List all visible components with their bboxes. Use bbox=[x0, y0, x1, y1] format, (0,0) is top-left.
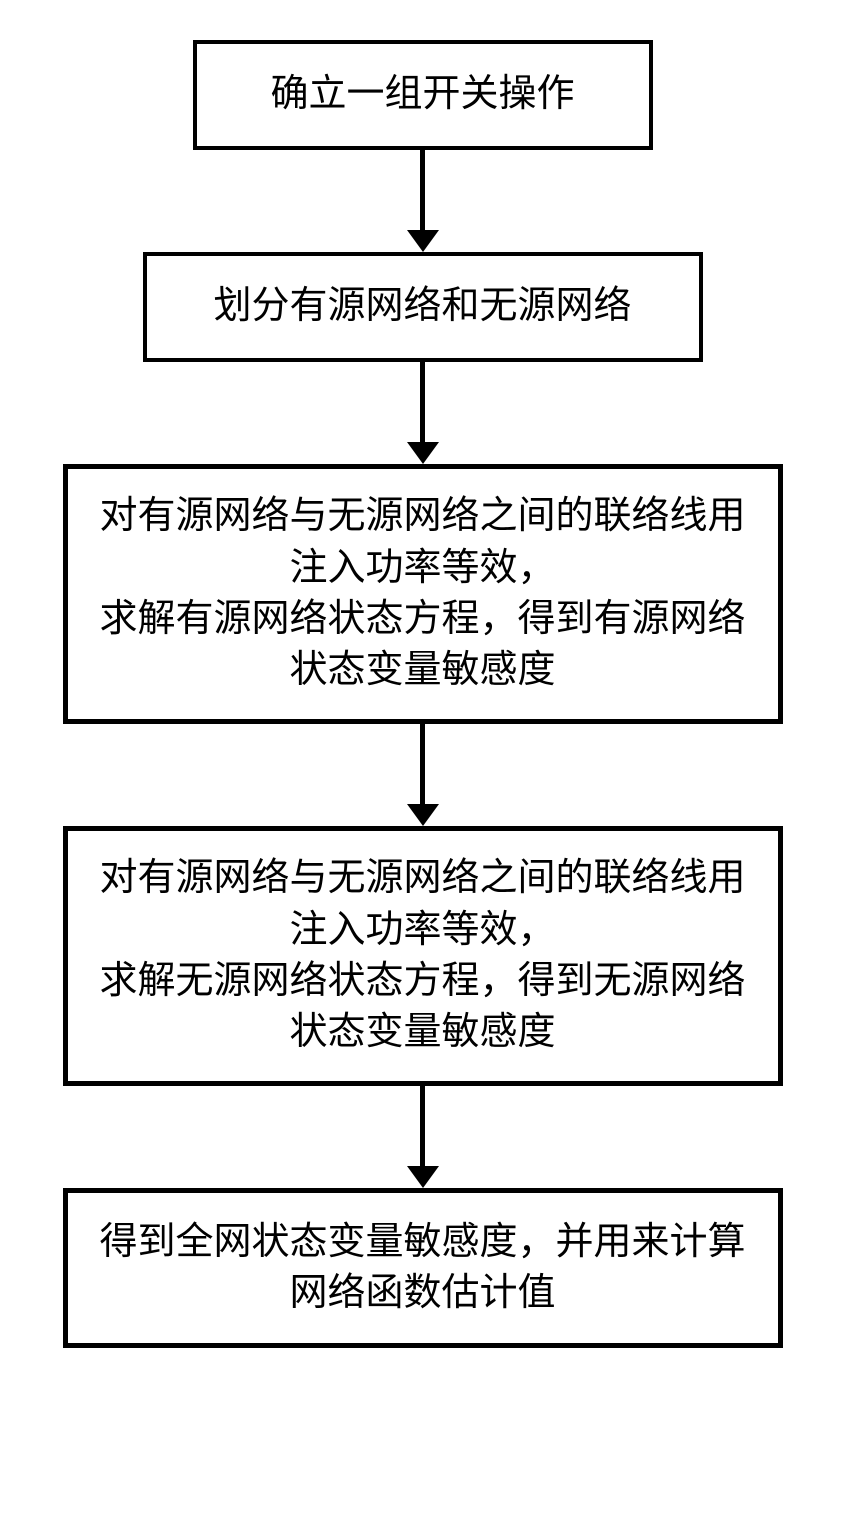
flow-arrow-4-5 bbox=[407, 1086, 439, 1188]
flow-node-2: 划分有源网络和无源网络 bbox=[143, 252, 703, 362]
arrow-shaft bbox=[420, 1086, 425, 1166]
arrow-shaft bbox=[420, 724, 425, 804]
flow-node-5-text: 得到全网状态变量敏感度，并用来计算网络函数估计值 bbox=[94, 1217, 752, 1320]
flow-node-1-text: 确立一组开关操作 bbox=[270, 69, 574, 120]
flow-node-3: 对有源网络与无源网络之间的联络线用注入功率等效，求解有源网络状态方程，得到有源网… bbox=[63, 464, 783, 724]
flow-node-5: 得到全网状态变量敏感度，并用来计算网络函数估计值 bbox=[63, 1188, 783, 1348]
arrow-head-icon bbox=[407, 442, 439, 464]
arrow-head-icon bbox=[407, 804, 439, 826]
arrow-shaft bbox=[420, 362, 425, 442]
arrow-head-icon bbox=[407, 1166, 439, 1188]
flow-node-2-text: 划分有源网络和无源网络 bbox=[213, 281, 631, 332]
flow-arrow-3-4 bbox=[407, 724, 439, 826]
flowchart-container: 确立一组开关操作 划分有源网络和无源网络 对有源网络与无源网络之间的联络线用注入… bbox=[63, 40, 783, 1348]
flow-arrow-1-2 bbox=[407, 150, 439, 252]
flow-arrow-2-3 bbox=[407, 362, 439, 464]
flow-node-4-text: 对有源网络与无源网络之间的联络线用注入功率等效，求解无源网络状态方程，得到无源网… bbox=[94, 853, 752, 1058]
flow-node-3-text: 对有源网络与无源网络之间的联络线用注入功率等效，求解有源网络状态方程，得到有源网… bbox=[94, 491, 752, 696]
arrow-shaft bbox=[420, 150, 425, 230]
flow-node-4: 对有源网络与无源网络之间的联络线用注入功率等效，求解无源网络状态方程，得到无源网… bbox=[63, 826, 783, 1086]
flow-node-1: 确立一组开关操作 bbox=[193, 40, 653, 150]
arrow-head-icon bbox=[407, 230, 439, 252]
